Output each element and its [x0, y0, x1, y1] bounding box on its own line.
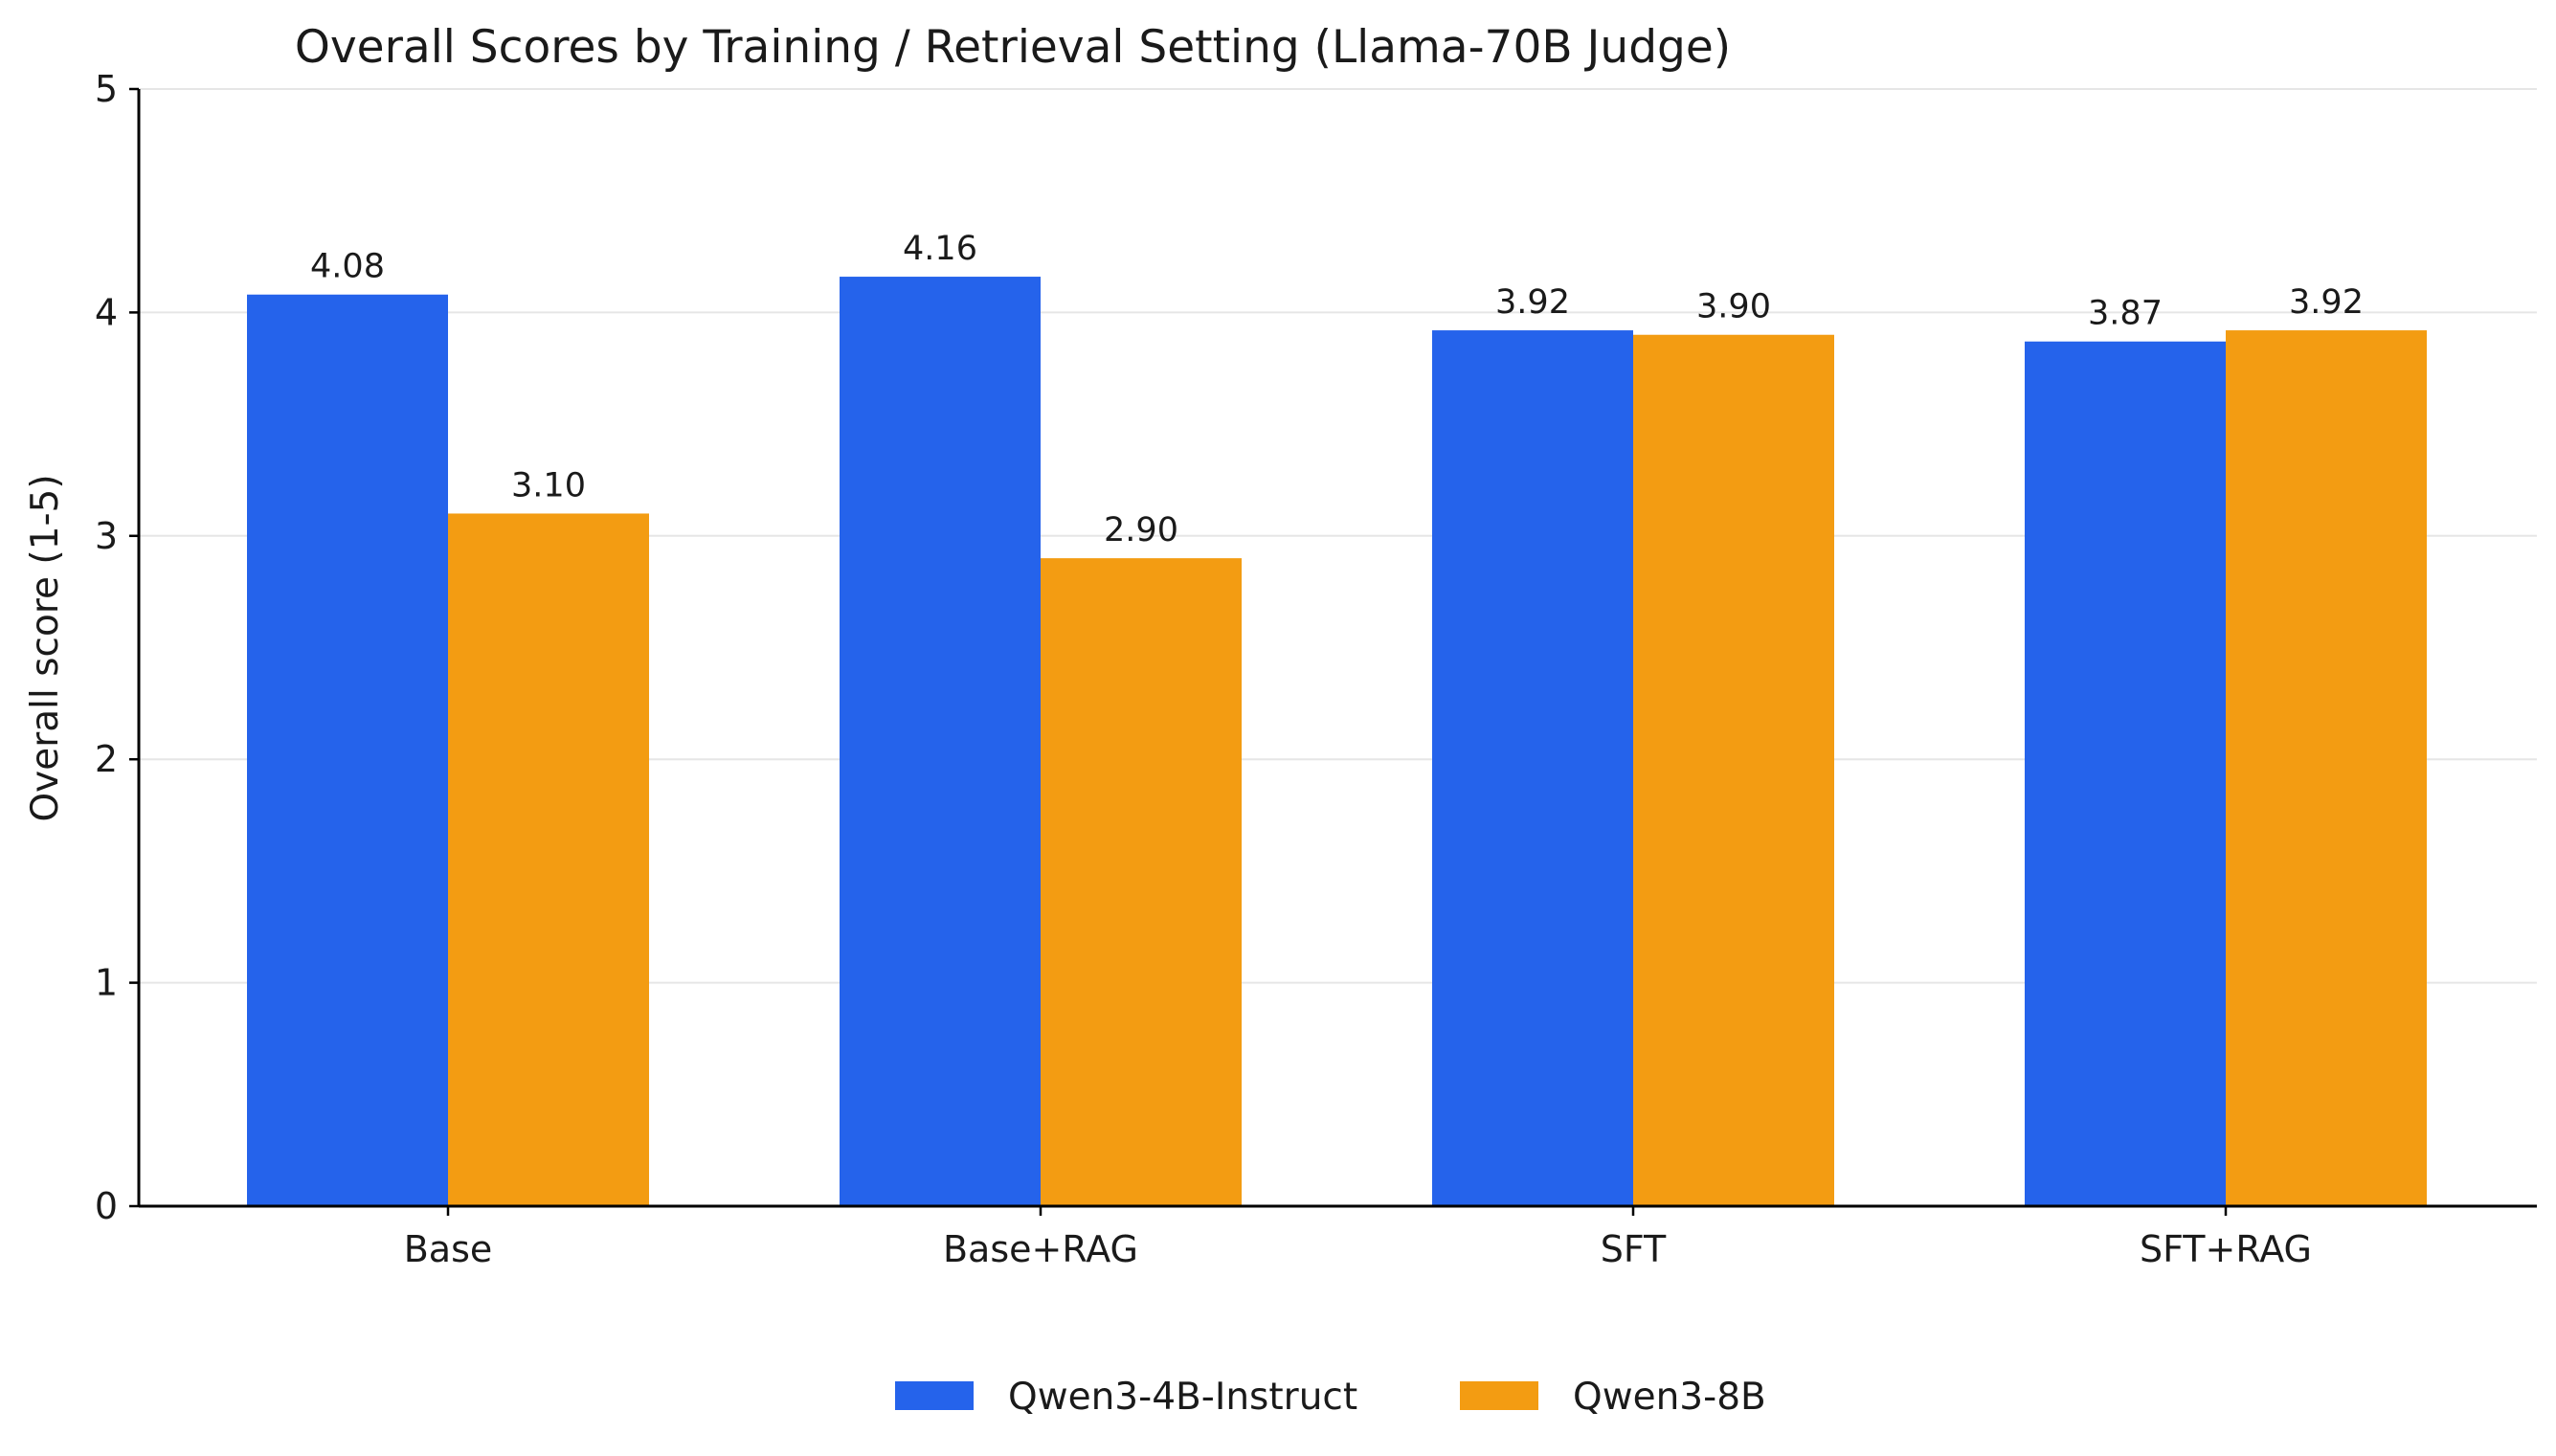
legend-swatch	[1460, 1381, 1538, 1410]
data-label: 3.90	[1696, 288, 1771, 326]
data-label: 3.10	[511, 466, 586, 504]
ticks: 0 1 2 3 4 5 Base Base+RAG SFT SFT+RAG	[95, 68, 2312, 1270]
bar-series1-base-plus-rag	[840, 277, 1041, 1206]
y-tick-label: 5	[95, 68, 118, 110]
y-tick-label: 3	[95, 515, 118, 557]
legend-label: Qwen3-4B-Instruct	[1008, 1376, 1357, 1419]
bars	[247, 277, 2427, 1206]
x-tick-label: SFT	[1601, 1228, 1667, 1270]
bar-series2-base	[448, 513, 649, 1206]
y-tick-label: 4	[95, 291, 118, 333]
data-label: 4.08	[310, 248, 385, 286]
y-tick-label: 1	[95, 962, 118, 1004]
x-tick-label: Base+RAG	[943, 1228, 1138, 1270]
data-label: 3.92	[2289, 283, 2364, 322]
value-labels: 4.08 3.10 4.16 2.90 3.92 3.90 3.87 3.92	[310, 230, 2364, 549]
bar-series2-sft	[1633, 334, 1834, 1206]
axes	[137, 89, 2537, 1208]
bar-series1-base	[247, 294, 448, 1206]
y-tick-label: 2	[95, 738, 118, 780]
data-label: 4.16	[903, 230, 977, 268]
chart-title: Overall Scores by Training / Retrieval S…	[295, 21, 1731, 74]
x-tick-label: SFT+RAG	[2140, 1228, 2312, 1270]
legend: Qwen3-4B-Instruct Qwen3-8B	[895, 1376, 1766, 1419]
data-label: 3.92	[1495, 283, 1570, 322]
x-tick-label: Base	[404, 1228, 493, 1270]
data-label: 3.87	[2088, 295, 2163, 333]
bar-series1-sft	[1432, 330, 1633, 1206]
legend-swatch	[895, 1381, 974, 1410]
data-label: 2.90	[1104, 511, 1178, 549]
bar-series2-sft-plus-rag	[2226, 330, 2427, 1206]
bar-series2-base-plus-rag	[1041, 558, 1242, 1206]
y-tick-label: 0	[95, 1185, 118, 1227]
legend-label: Qwen3-8B	[1573, 1376, 1766, 1419]
bar-series1-sft-plus-rag	[2025, 341, 2226, 1206]
y-axis-label: Overall score (1-5)	[24, 474, 67, 821]
